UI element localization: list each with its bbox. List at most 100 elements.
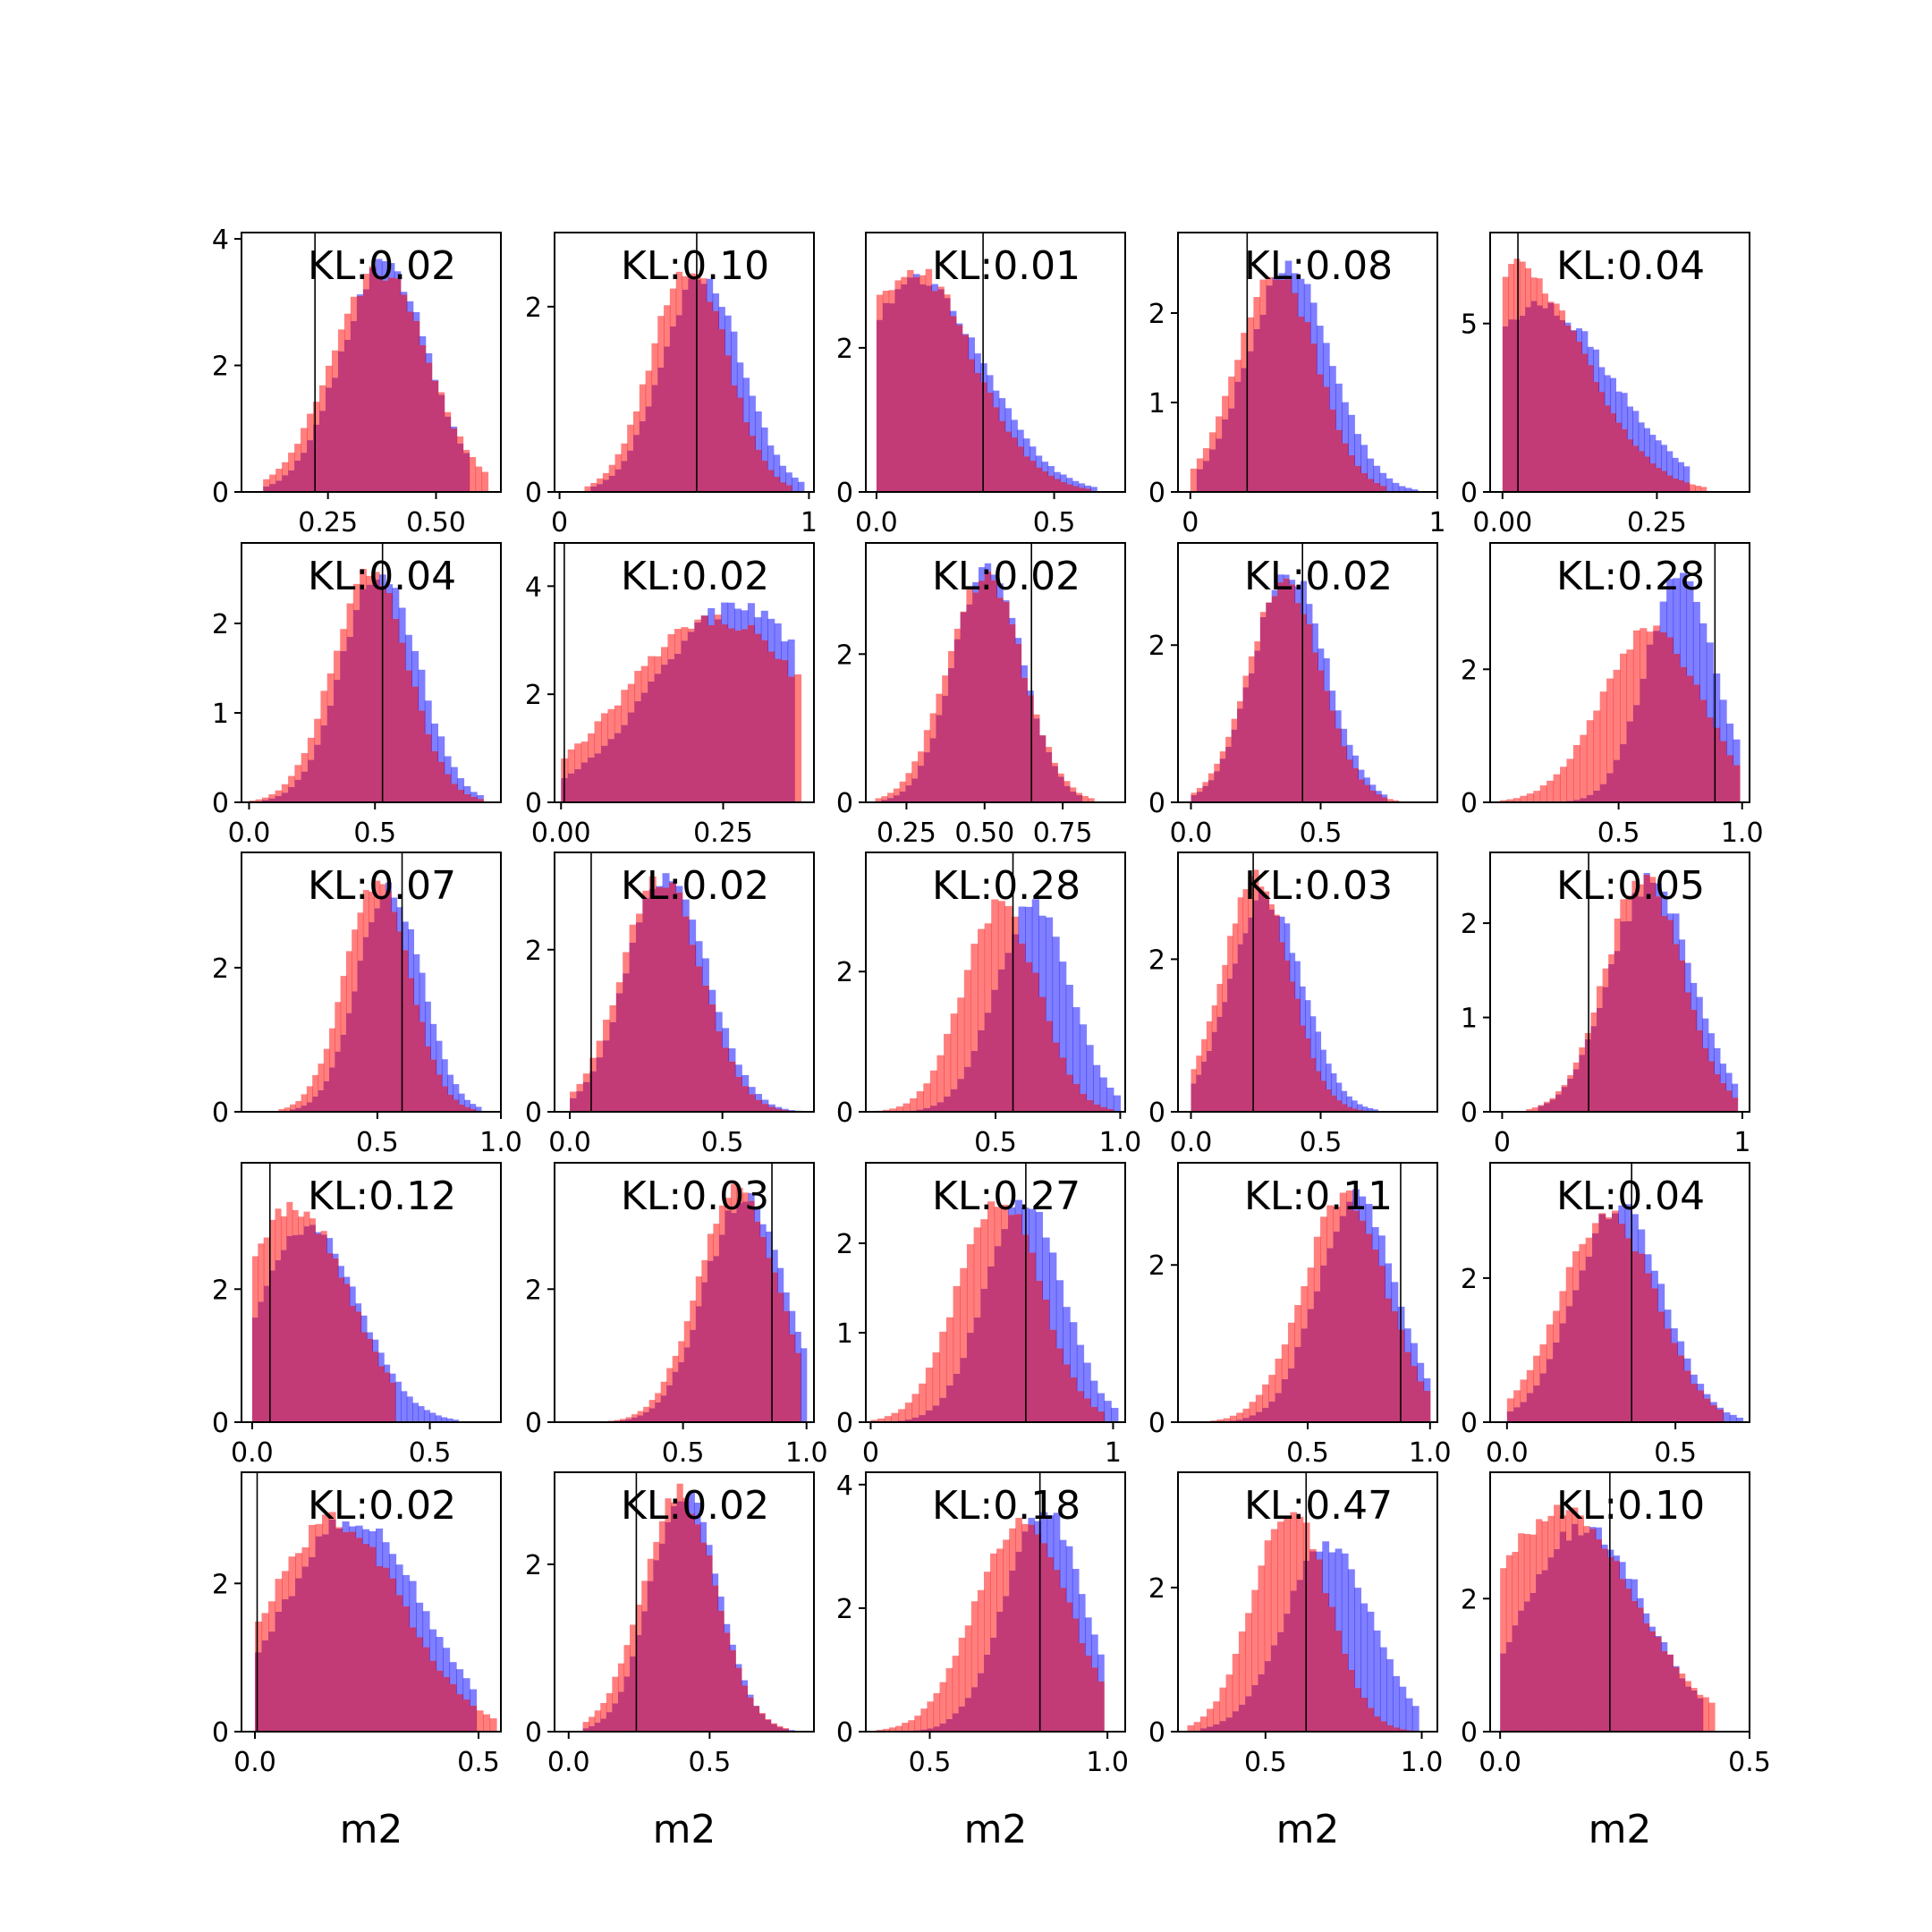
overlap-bar [1417, 1381, 1425, 1422]
blue-bar [386, 584, 394, 593]
overlap-bar [742, 422, 750, 492]
blue-bar [1283, 574, 1290, 580]
blue-bar [1365, 1203, 1373, 1234]
overlap-bar [1371, 1249, 1379, 1422]
overlap-bar [1365, 1233, 1373, 1422]
red-bar [369, 266, 377, 268]
blue-bar [1042, 1237, 1050, 1300]
blue-bar [1624, 1204, 1632, 1239]
blue-bar [748, 1087, 756, 1095]
red-bar [288, 1556, 296, 1597]
y-tick-label: 2 [1148, 299, 1165, 330]
red-bar [614, 1419, 621, 1421]
blue-bar [1035, 1211, 1043, 1281]
overlap-bar [627, 712, 635, 802]
x-tick-label: 1.0 [1409, 1437, 1452, 1469]
overlap-bar [1245, 1696, 1252, 1732]
overlap-bar [617, 1691, 625, 1732]
red-bar [1208, 432, 1216, 450]
overlap-bar [329, 1067, 335, 1112]
blue-bar [381, 261, 389, 281]
red-bar [320, 691, 328, 725]
overlap-bar [275, 1612, 283, 1732]
blue-bar [1655, 883, 1662, 897]
blue-bar [429, 1629, 437, 1661]
red-bar [648, 1400, 656, 1409]
red-bar [295, 1100, 302, 1108]
red-bar [895, 1725, 902, 1732]
overlap-bar [953, 1373, 961, 1422]
red-bar [476, 1710, 484, 1732]
overlap-bar [413, 1004, 420, 1112]
red-bar [337, 329, 345, 352]
overlap-bar [722, 1047, 730, 1112]
overlap-bar [334, 680, 341, 802]
blue-bar [1049, 1252, 1057, 1330]
red-bar [1632, 630, 1640, 706]
overlap-bar [1612, 1213, 1619, 1422]
overlap-bar [1196, 792, 1203, 802]
red-bar [261, 1613, 269, 1640]
red-bar [444, 411, 452, 417]
red-bar [325, 365, 333, 388]
overlap-bar [1613, 1561, 1620, 1732]
blue-bar [1316, 1551, 1323, 1560]
overlap-bar [369, 1546, 377, 1732]
blue-bar [1309, 302, 1318, 344]
red-bar [682, 275, 689, 290]
blue-bar [1736, 1417, 1744, 1422]
red-bar [1196, 787, 1203, 792]
blue-bar [1352, 1189, 1360, 1211]
overlap-bar [1093, 1104, 1101, 1112]
red-bar [933, 1693, 941, 1727]
overlap-bar [1378, 1266, 1385, 1422]
blue-bar [1323, 343, 1330, 387]
red-bar [1554, 1504, 1561, 1549]
red-bar [322, 1514, 330, 1535]
y-tick-label: 4 [836, 1470, 853, 1502]
blue-bar [1666, 451, 1674, 476]
blue-bar [1059, 962, 1067, 1058]
overlap-bar [990, 1637, 997, 1732]
overlap-bar [349, 1531, 357, 1732]
red-bar [1242, 889, 1249, 934]
overlap-bar [1670, 1343, 1678, 1422]
y-tick-label: 2 [836, 1594, 853, 1625]
y-tick-label: 2 [1148, 945, 1165, 976]
blue-bar [1316, 326, 1324, 375]
red-bar [688, 273, 695, 279]
blue-bar [1318, 648, 1325, 671]
overlap-bar [1345, 1201, 1353, 1422]
red-bar [694, 274, 701, 280]
blue-bar [1619, 1562, 1626, 1580]
blue-bar [728, 1048, 736, 1062]
overlap-bar [620, 1419, 627, 1422]
overlap-bar [1341, 746, 1348, 802]
blue-bar [446, 1418, 453, 1422]
blue-bar [1613, 1555, 1620, 1562]
blue-bar [974, 353, 981, 374]
y-tick-label: 0 [525, 1408, 542, 1439]
red-bar [718, 1205, 726, 1235]
overlap-bar [1541, 1570, 1549, 1732]
red-bar [923, 1083, 931, 1108]
overlap-bar [923, 752, 931, 802]
blue-bar [394, 271, 402, 279]
blue-bar [1111, 1408, 1119, 1422]
overlap-bar [1309, 1551, 1317, 1732]
red-bar [284, 1107, 291, 1112]
blue-bar [1306, 604, 1313, 624]
overlap-bar [1543, 1103, 1551, 1112]
blue-bar [1372, 1109, 1378, 1112]
y-tick-label: 1 [1148, 388, 1165, 419]
blue-bar [1028, 1517, 1036, 1525]
overlap-bar [288, 470, 295, 492]
axes-frame [1489, 1471, 1750, 1733]
overlap-bar [340, 650, 348, 802]
overlap-bar [939, 1723, 947, 1732]
panel-3-2: 020.0 0.5KL:0.02 [525, 852, 815, 1158]
blue-bar [1354, 1588, 1361, 1689]
red-bar [765, 1718, 772, 1720]
overlap-bar [1268, 1401, 1276, 1422]
overlap-bar [1035, 1280, 1043, 1422]
